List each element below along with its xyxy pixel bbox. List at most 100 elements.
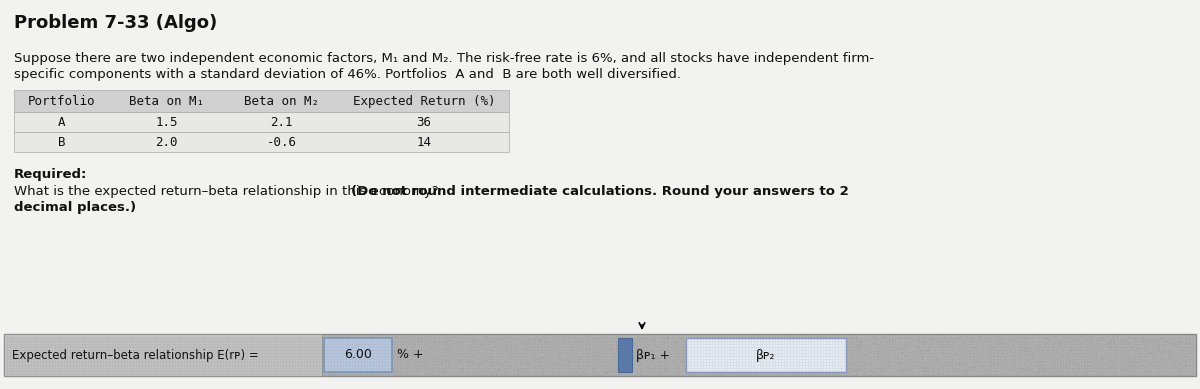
Point	[491, 357, 510, 364]
Point	[1080, 371, 1099, 378]
Point	[704, 366, 724, 373]
Point	[719, 367, 738, 373]
Point	[734, 349, 754, 355]
Point	[325, 369, 344, 375]
Point	[16, 352, 35, 358]
Point	[854, 368, 874, 375]
Point	[1157, 338, 1176, 344]
Point	[930, 366, 949, 373]
Point	[1181, 354, 1200, 360]
Point	[161, 334, 180, 340]
Point	[121, 351, 140, 357]
Point	[65, 334, 84, 340]
Point	[1046, 348, 1066, 354]
Point	[652, 344, 671, 350]
Point	[283, 334, 302, 340]
Point	[908, 355, 928, 361]
Point	[524, 337, 544, 343]
Point	[1024, 333, 1043, 339]
Point	[1098, 361, 1117, 367]
Point	[1092, 364, 1111, 370]
Point	[162, 356, 181, 362]
Point	[926, 354, 946, 360]
Point	[174, 350, 193, 356]
Point	[1180, 370, 1199, 376]
Point	[1019, 335, 1038, 342]
Point	[368, 338, 388, 345]
Point	[259, 348, 278, 354]
Point	[54, 332, 73, 338]
Point	[1009, 354, 1028, 360]
Point	[336, 345, 355, 352]
Point	[547, 339, 566, 345]
Point	[632, 371, 652, 377]
Point	[1074, 357, 1093, 364]
Point	[1026, 342, 1045, 349]
Point	[942, 364, 961, 370]
Point	[188, 349, 208, 355]
Point	[482, 366, 502, 373]
Point	[768, 365, 787, 371]
Point	[175, 334, 194, 340]
Point	[887, 360, 906, 366]
Point	[343, 343, 362, 349]
Point	[108, 369, 127, 375]
Point	[256, 357, 275, 364]
Point	[160, 342, 179, 348]
Point	[592, 364, 611, 370]
Point	[803, 366, 822, 373]
Point	[325, 352, 344, 358]
Point	[841, 332, 860, 338]
Point	[71, 338, 90, 344]
Point	[491, 357, 510, 363]
Point	[1175, 368, 1194, 374]
Point	[26, 338, 46, 344]
Point	[293, 360, 312, 366]
Point	[427, 364, 446, 370]
Point	[38, 352, 58, 359]
Point	[731, 361, 750, 367]
Point	[704, 362, 724, 368]
Point	[82, 336, 101, 342]
Point	[1028, 347, 1048, 353]
Point	[88, 339, 107, 345]
Point	[43, 370, 62, 376]
Point	[146, 356, 166, 363]
Point	[703, 361, 722, 367]
Point	[986, 365, 1006, 371]
Point	[791, 364, 810, 371]
Point	[199, 347, 218, 353]
Point	[1028, 364, 1048, 370]
Point	[121, 363, 140, 370]
Point	[1138, 369, 1157, 375]
Point	[258, 342, 277, 348]
Point	[391, 341, 410, 347]
Point	[404, 366, 424, 372]
Point	[172, 345, 191, 352]
Point	[968, 366, 988, 373]
Point	[736, 359, 755, 365]
Point	[431, 364, 450, 371]
Point	[815, 345, 834, 351]
Point	[950, 355, 970, 361]
Point	[833, 364, 852, 370]
Point	[160, 354, 179, 360]
Point	[1169, 340, 1188, 346]
Point	[427, 363, 446, 370]
Point	[970, 360, 989, 366]
Point	[31, 339, 50, 345]
Point	[426, 344, 445, 350]
Point	[908, 345, 928, 352]
Point	[1070, 346, 1090, 352]
Point	[1168, 350, 1187, 357]
Point	[221, 364, 240, 371]
Point	[602, 366, 622, 372]
Point	[781, 354, 800, 360]
Point	[52, 361, 71, 367]
Point	[340, 335, 359, 341]
Point	[910, 359, 929, 365]
Point	[901, 363, 920, 369]
Point	[1120, 359, 1139, 366]
Point	[984, 344, 1003, 350]
Point	[254, 367, 274, 373]
